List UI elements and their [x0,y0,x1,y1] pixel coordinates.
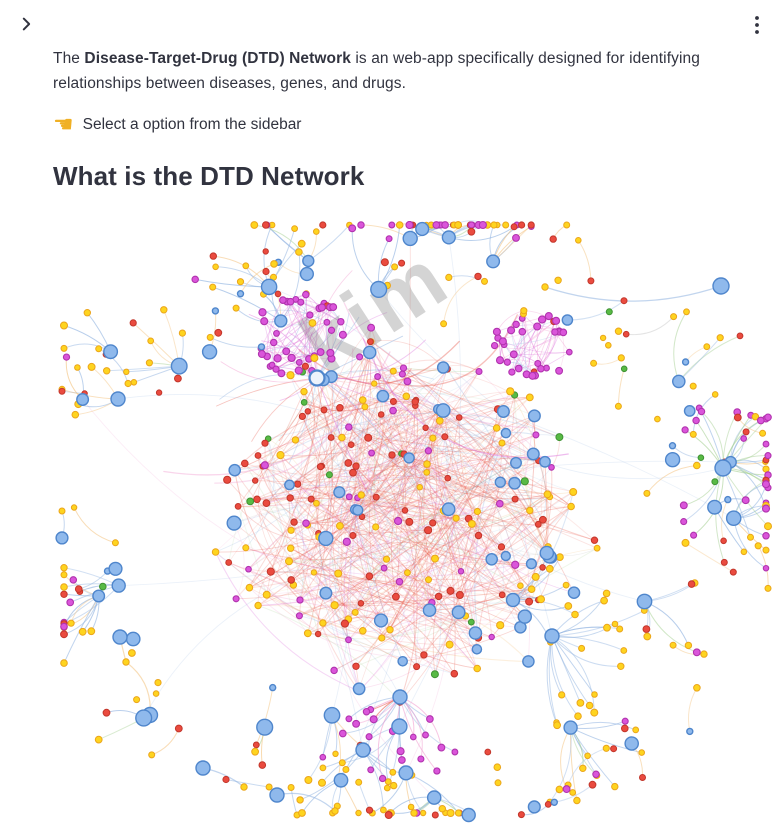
main-content: The Disease-Target-Drug (DTD) Network is… [53,46,721,192]
sidebar-hint-text: Select a option from the sidebar [82,116,302,133]
pointing-left-hand-icon: ☚ [53,110,74,137]
main-menu-button[interactable] [744,9,770,41]
intro-paragraph: The Disease-Target-Drug (DTD) Network is… [53,46,721,97]
intro-suffix: is an web-app specifically designed for … [53,50,700,93]
chevron-right-icon [22,17,31,31]
network-canvas[interactable]: kim [0,215,779,824]
vertical-dots-icon [755,16,759,34]
dtd-network-graph[interactable]: kim [0,215,779,824]
expand-sidebar-button[interactable] [13,11,39,37]
intro-prefix: The [53,50,85,67]
sidebar-hint: ☚ Select a option from the sidebar [53,110,721,137]
app-name: Disease-Target-Drug (DTD) Network [84,50,351,67]
section-title: What is the DTD Network [53,160,365,191]
